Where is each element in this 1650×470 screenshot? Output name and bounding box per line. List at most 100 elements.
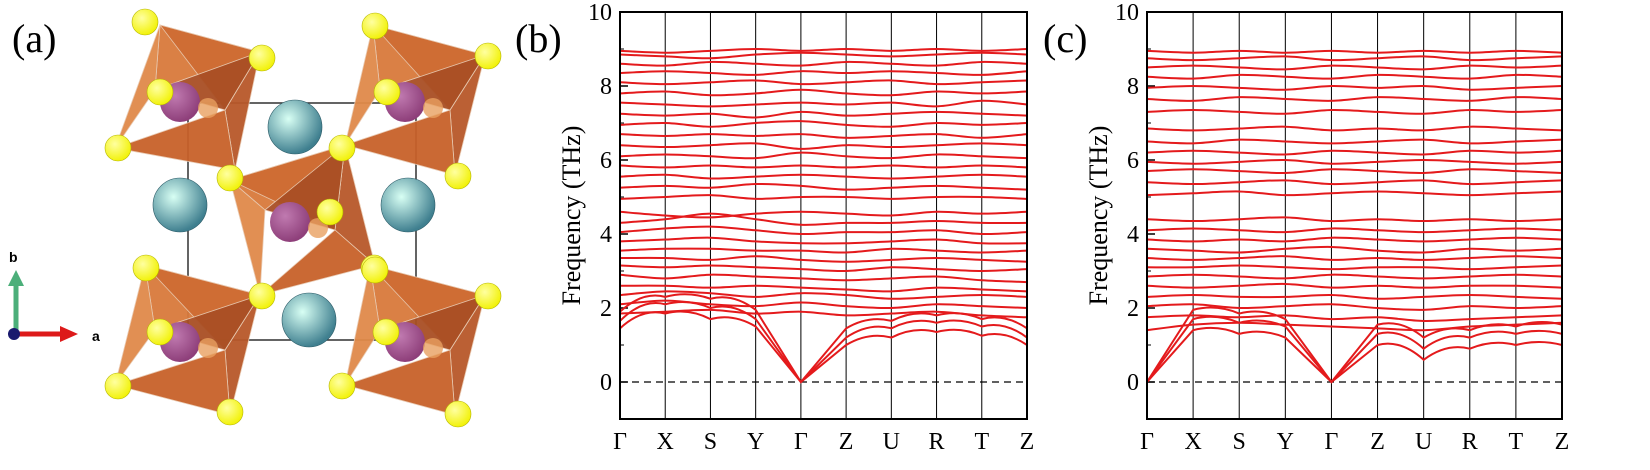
optical-branch <box>1146 158 1563 165</box>
optical-branch <box>1146 138 1563 145</box>
kpoint-label: Y <box>1277 429 1294 455</box>
optical-branch <box>1146 190 1563 197</box>
optical-branch <box>619 299 1028 310</box>
octahedron-face <box>113 109 236 171</box>
optical-branch <box>619 151 1028 160</box>
kpoint-label: U <box>1415 429 1432 455</box>
octahedron <box>113 264 262 416</box>
optical-branch <box>619 120 1028 128</box>
anion <box>104 134 132 162</box>
optical-branch <box>1146 125 1563 132</box>
plot-frame <box>1146 11 1563 420</box>
kpoint-label: Z <box>839 429 854 455</box>
optical-branch <box>1146 303 1563 311</box>
optical-branch <box>619 255 1028 263</box>
optical-branch <box>1146 321 1563 332</box>
optical-branch <box>619 210 1028 219</box>
plot-frame <box>619 11 1028 420</box>
optical-branch <box>619 290 1028 300</box>
octahedron-face <box>344 24 381 146</box>
y-tick-label: 10 <box>588 0 612 26</box>
optical-branch <box>619 173 1028 180</box>
y-tick-label: 2 <box>600 296 612 322</box>
optical-branch <box>619 194 1028 200</box>
optical-branch <box>1146 282 1563 289</box>
anion <box>328 372 356 400</box>
optical-branch <box>1146 314 1563 322</box>
a-site-cation <box>267 99 323 155</box>
acoustic-branch <box>1146 326 1563 384</box>
octahedron-face <box>114 264 156 386</box>
anion <box>248 44 276 72</box>
b-site-cation-shadow <box>423 98 443 118</box>
optical-branch <box>1146 109 1563 115</box>
kpoint-label: T <box>974 429 989 455</box>
kpoint-label: S <box>1233 429 1246 455</box>
optical-branch <box>1146 96 1563 102</box>
optical-branch <box>619 60 1028 67</box>
a-axis-arrow-head <box>60 326 78 342</box>
optical-branch <box>619 236 1028 245</box>
optical-branch <box>619 164 1028 169</box>
phonon-dispersion-chart-c: Γ X S Y Γ Z U R T Z 0 2 4 6 8 10 Frequency (THz) <box>1084 0 1569 455</box>
panel-b-label: (b) <box>515 16 562 61</box>
optical-branch <box>619 284 1028 293</box>
optical-branch <box>619 99 1028 108</box>
optical-branch <box>1146 84 1563 91</box>
optical-branch <box>1146 149 1563 156</box>
anion <box>132 254 160 282</box>
kpoint-label: T <box>1509 429 1524 455</box>
kpoint-label: Z <box>1555 429 1570 455</box>
optical-branch <box>619 142 1028 150</box>
optical-branch <box>619 70 1028 76</box>
octahedron-face <box>113 349 231 416</box>
anion <box>146 318 174 346</box>
anion <box>316 198 344 226</box>
panel-a-label: (a) <box>12 16 56 61</box>
a-site-cation <box>152 177 208 233</box>
optical-branch <box>619 47 1028 54</box>
kpoint-label: X <box>1184 429 1201 455</box>
octahedron <box>228 144 376 296</box>
acoustic-branch <box>619 301 1028 384</box>
optical-branch <box>1146 245 1563 254</box>
y-axis-label: Frequency (THz) <box>557 126 586 306</box>
optical-branch <box>1146 64 1563 71</box>
octahedron-face <box>343 349 456 416</box>
b-site-cation-shadow <box>423 338 443 358</box>
kpoint-label: Z <box>1370 429 1385 455</box>
optical-branch <box>619 308 1028 319</box>
anion <box>216 398 244 426</box>
kpoint-label: R <box>1462 429 1478 455</box>
a-site-cation <box>380 177 436 233</box>
optical-branch <box>1146 216 1563 223</box>
kpoint-label: Γ <box>794 429 808 455</box>
anion <box>216 164 244 192</box>
kpoint-label: Γ <box>1325 429 1339 455</box>
kpoint-label: Γ <box>613 429 627 455</box>
b-site-cation-shadow <box>198 98 218 118</box>
y-tick-label: 8 <box>1127 74 1139 100</box>
atom-layer <box>104 8 502 428</box>
y-tick-label: 4 <box>1127 222 1139 248</box>
octahedron-face <box>229 178 266 296</box>
optical-branch <box>1146 168 1563 174</box>
optical-branch <box>1146 273 1563 280</box>
octahedron-face <box>344 264 381 386</box>
y-tick-label: 4 <box>600 222 612 248</box>
a-site-cation <box>281 292 337 348</box>
kpoint-label: U <box>883 429 900 455</box>
optical-branch <box>619 79 1028 86</box>
kpoint-label: R <box>929 429 945 455</box>
anion <box>474 282 502 310</box>
panel-c-label: (c) <box>1043 16 1087 61</box>
kpoint-label: Γ <box>1140 429 1154 455</box>
optical-branch <box>1146 49 1563 54</box>
optical-branch <box>619 212 1028 226</box>
anion <box>373 78 401 106</box>
a-axis-label: a <box>92 328 100 344</box>
y-tick-label: 2 <box>1127 296 1139 322</box>
octahedron-face <box>259 229 376 296</box>
y-tick-label: 8 <box>600 74 612 100</box>
kpoint-label: S <box>704 429 717 455</box>
